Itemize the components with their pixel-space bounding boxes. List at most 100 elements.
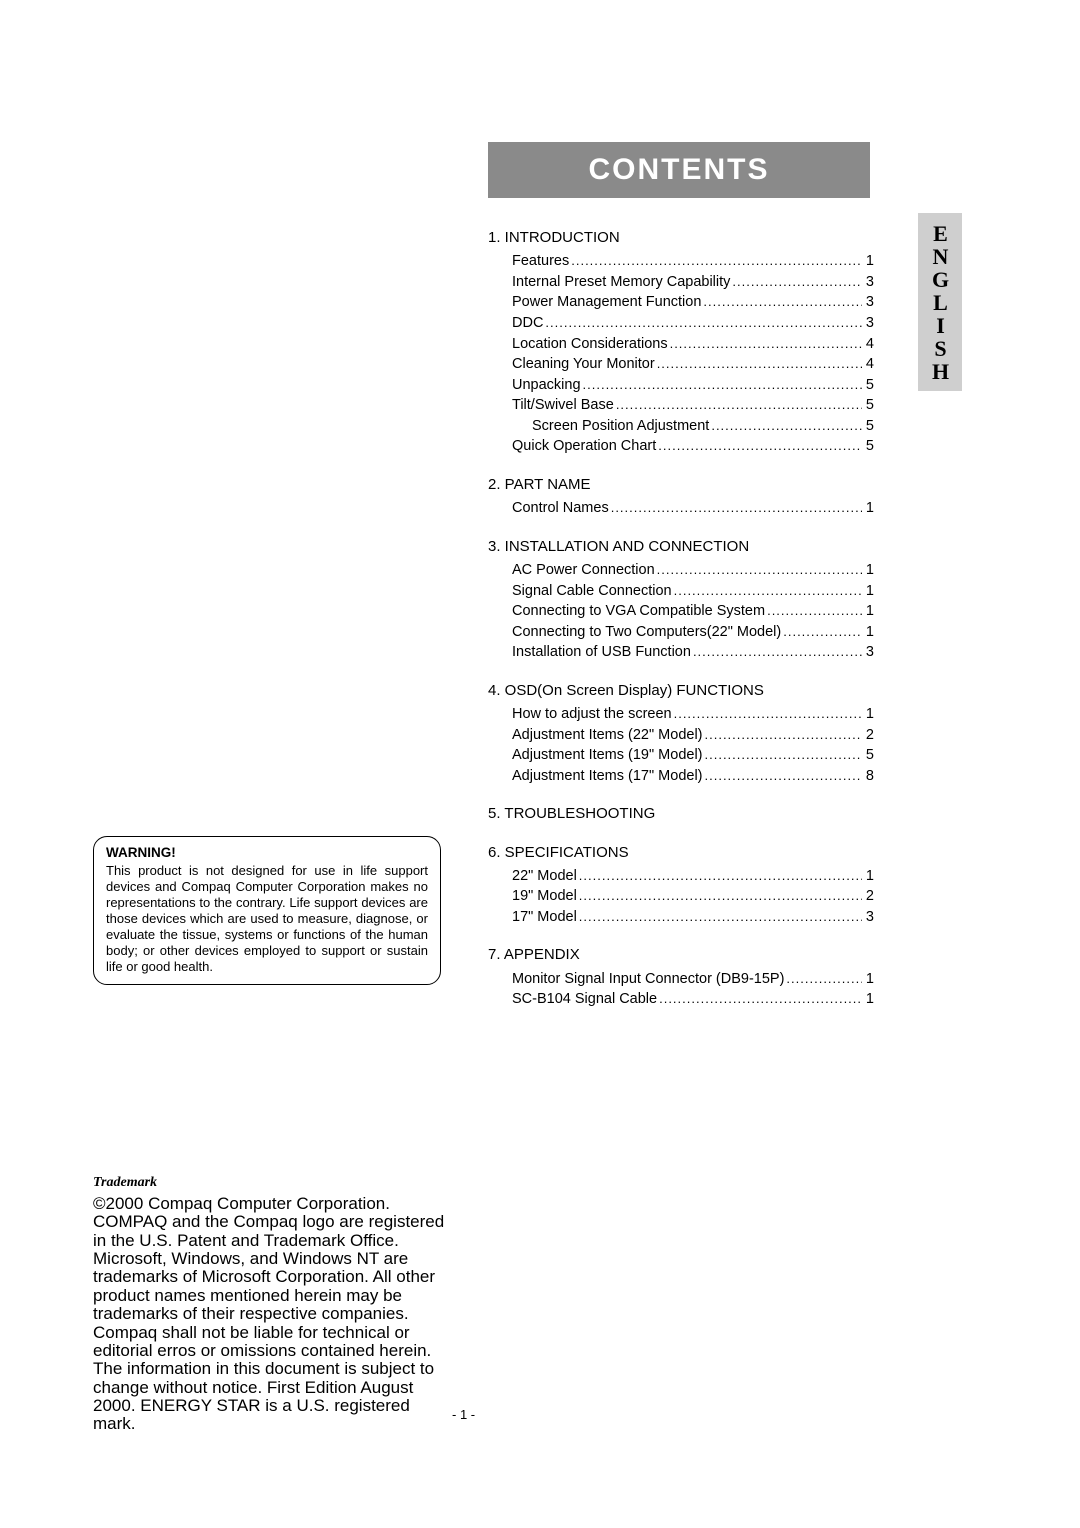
toc-entry-page: 3 — [864, 293, 874, 313]
toc-entry: DDC3 — [488, 314, 874, 334]
toc-section: 7. APPENDIX Monitor Signal Input Connecto… — [488, 945, 874, 1009]
toc-entry: Location Considerations 4 — [488, 335, 874, 355]
toc-entry: 19" Model 2 — [488, 887, 874, 907]
toc-entry-page: 5 — [864, 437, 874, 457]
toc-entry-page: 3 — [864, 908, 874, 928]
toc-entry-label: Adjustment Items (19" Model) — [512, 746, 703, 766]
trademark-body: ©2000 Compaq Computer Corporation. COMPA… — [93, 1195, 445, 1434]
toc-entry-label: Quick Operation Chart — [512, 437, 656, 457]
toc-leader-dots — [674, 582, 862, 602]
toc-entry: Control Names1 — [488, 499, 874, 519]
toc-entry-page: 1 — [864, 623, 874, 643]
toc-entry: Monitor Signal Input Connector (DB9-15P)… — [488, 970, 874, 990]
toc-entry: Power Management Function 3 — [488, 293, 874, 313]
toc-section-title: 3. INSTALLATION AND CONNECTION — [488, 537, 874, 557]
toc-leader-dots — [693, 643, 862, 663]
toc-entry-page: 1 — [864, 499, 874, 519]
toc-section: 2. PART NAME Control Names1 — [488, 475, 874, 519]
toc-entry-label: Power Management Function — [512, 293, 701, 313]
toc-entry: Adjustment Items (22" Model) 2 — [488, 726, 874, 746]
toc-entry-label: Monitor Signal Input Connector (DB9-15P) — [512, 970, 784, 990]
toc-entry: 22" Model1 — [488, 867, 874, 887]
page: CONTENTS ENGLISH 1. INTRODUCTION Features… — [0, 0, 1080, 1528]
toc-section-title: 7. APPENDIX — [488, 945, 874, 965]
toc-leader-dots — [658, 437, 862, 457]
toc-entry-label: Connecting to VGA Compatible System — [512, 602, 765, 622]
toc-entry-page: 4 — [864, 335, 874, 355]
toc-entry-label: Connecting to Two Computers(22" Model) — [512, 623, 781, 643]
toc-entry-label: How to adjust the screen — [512, 705, 672, 725]
toc-leader-dots — [670, 335, 862, 355]
toc-entry: Adjustment Items (19" Model) 5 — [488, 746, 874, 766]
toc-section-title: 2. PART NAME — [488, 475, 874, 495]
toc-entry-page: 5 — [864, 746, 874, 766]
toc-entry-label: AC Power Connection — [512, 561, 655, 581]
toc-entry-page: 5 — [864, 396, 874, 416]
toc-entry-page: 1 — [864, 561, 874, 581]
warning-body: This product is not designed for use in … — [106, 863, 428, 974]
toc-entry: Signal Cable Connection 1 — [488, 582, 874, 602]
toc-entry: Screen Position Adjustment5 — [488, 417, 874, 437]
toc-entry-label: Adjustment Items (22" Model) — [512, 726, 703, 746]
toc-entry: SC-B104 Signal Cable 1 — [488, 990, 874, 1010]
warning-box: WARNING! This product is not designed fo… — [93, 836, 441, 985]
toc-entry: Features1 — [488, 252, 874, 272]
toc-entry-page: 1 — [864, 990, 874, 1010]
toc-entry-page: 2 — [864, 887, 874, 907]
toc-leader-dots — [705, 767, 862, 787]
trademark-title: Trademark — [93, 1175, 445, 1191]
toc-leader-dots — [579, 887, 862, 907]
toc-entry-page: 3 — [864, 273, 874, 293]
toc-entry-page: 5 — [864, 376, 874, 396]
warning-title: WARNING! — [106, 845, 428, 861]
toc-entry-label: Cleaning Your Monitor — [512, 355, 655, 375]
toc-entry-page: 1 — [864, 705, 874, 725]
toc-entry: Cleaning Your Monitor 4 — [488, 355, 874, 375]
toc-leader-dots — [616, 396, 862, 416]
toc-section-title: 1. INTRODUCTION — [488, 228, 874, 248]
toc-leader-dots — [579, 867, 862, 887]
toc-section: 3. INSTALLATION AND CONNECTION AC Power C… — [488, 537, 874, 663]
toc-leader-dots — [783, 623, 862, 643]
toc-entry-label: 17" Model — [512, 908, 577, 928]
toc-entry-label: Features — [512, 252, 569, 272]
toc-section-title: 6. SPECIFICATIONS — [488, 843, 874, 863]
toc-section-title: 5. TROUBLESHOOTING — [488, 804, 874, 824]
toc-entry-label: 19" Model — [512, 887, 577, 907]
language-tab: ENGLISH — [918, 213, 962, 391]
toc-leader-dots — [703, 293, 862, 313]
toc-entry: How to adjust the screen 1 — [488, 705, 874, 725]
toc-leader-dots — [583, 376, 862, 396]
toc-leader-dots — [711, 417, 862, 437]
toc-entry: Connecting to Two Computers(22" Model) 1 — [488, 623, 874, 643]
toc-leader-dots — [657, 561, 862, 581]
toc-entry-label: 22" Model — [512, 867, 577, 887]
toc-section: 4. OSD(On Screen Display) FUNCTIONSHow t… — [488, 681, 874, 787]
toc-leader-dots — [659, 990, 862, 1010]
page-number: - 1 - — [452, 1407, 475, 1422]
toc-leader-dots — [705, 726, 862, 746]
toc-entry-page: 1 — [864, 602, 874, 622]
toc-entry-page: 5 — [864, 417, 874, 437]
toc-entry-page: 4 — [864, 355, 874, 375]
toc-entry: Adjustment Items (17" Model)8 — [488, 767, 874, 787]
toc-leader-dots — [571, 252, 862, 272]
toc-entry-label: Internal Preset Memory Capability — [512, 273, 730, 293]
toc-leader-dots — [657, 355, 862, 375]
toc-entry: 17" Model 3 — [488, 908, 874, 928]
toc-entry-page: 1 — [864, 582, 874, 602]
toc-section: 5. TROUBLESHOOTING — [488, 804, 874, 824]
toc-entry-label: Signal Cable Connection — [512, 582, 672, 602]
toc-entry-label: SC-B104 Signal Cable — [512, 990, 657, 1010]
toc-leader-dots — [611, 499, 862, 519]
toc-entry-page: 3 — [864, 643, 874, 663]
toc-entry: Installation of USB Function3 — [488, 643, 874, 663]
toc-entry-label: Location Considerations — [512, 335, 668, 355]
toc-entry: Unpacking5 — [488, 376, 874, 396]
toc-leader-dots — [705, 746, 862, 766]
toc-section: 1. INTRODUCTION Features1Internal Preset … — [488, 228, 874, 457]
toc-entry-page: 2 — [864, 726, 874, 746]
toc-leader-dots — [786, 970, 862, 990]
toc-section: 6. SPECIFICATIONS22" Model119" Model217"… — [488, 843, 874, 928]
contents-title: CONTENTS — [589, 153, 770, 187]
